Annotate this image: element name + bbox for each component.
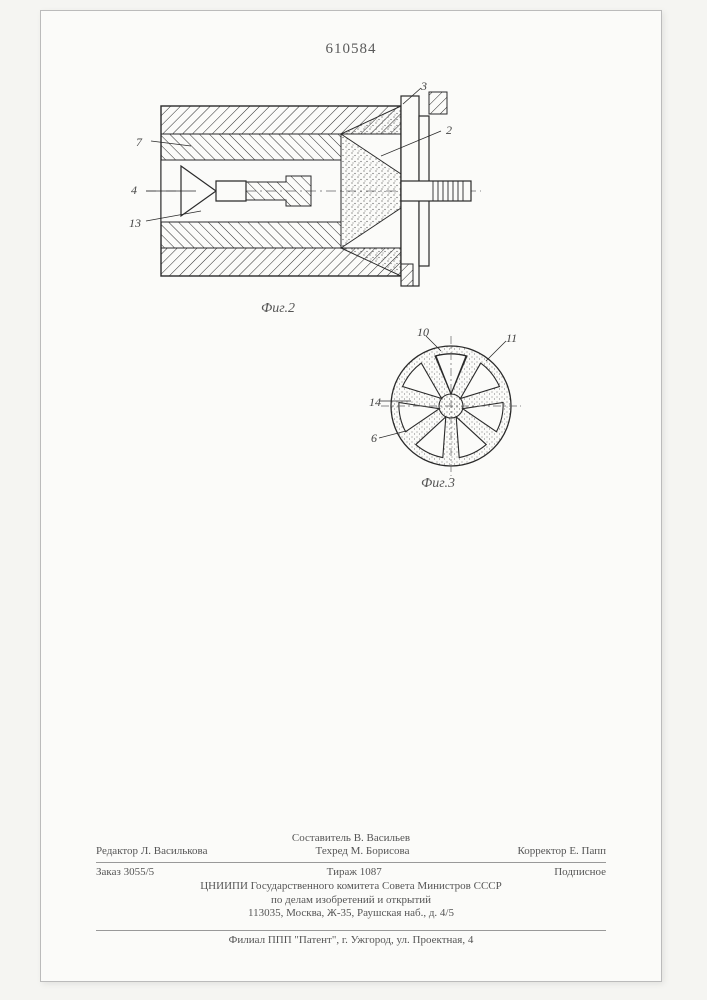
techred-label: Техред [316,845,348,857]
figure-3-caption: Фиг.3 [421,476,455,492]
org-line-2: по делам изобретений и открытий [96,894,606,908]
order-value: 3055/5 [124,866,155,878]
fig2-label-13: 13 [129,216,141,231]
org-address: 113035, Москва, Ж-35, Раушская наб., д. … [96,907,606,921]
branch-line: Филиал ППП "Патент", г. Ужгород, ул. Про… [96,930,606,946]
order-label: Заказ [96,866,121,878]
figure-2 [141,86,501,296]
tirazh-value: 1087 [360,866,382,878]
compiler-name: В. Васильев [354,832,410,844]
editor-name: Л. Василькова [141,845,208,857]
compiler-label: Составитель [292,832,351,844]
fig3-label-6: 6 [371,431,377,446]
figure-3 [376,331,526,481]
figure-2-caption: Фиг.2 [261,301,295,317]
corrector-label: Корректор [518,845,567,857]
subscription-mark: Подписное [554,866,606,880]
document-number: 610584 [41,41,661,58]
fig2-label-3: 3 [421,79,427,94]
fig2-label-4: 4 [131,183,137,198]
fig3-label-10: 10 [417,325,429,340]
org-line-1: ЦНИИПИ Государственного комитета Совета … [96,880,606,894]
techred-name: М. Борисова [351,845,410,857]
corrector-name: Е. Папп [569,845,606,857]
tirazh-label: Тираж [327,866,357,878]
page-frame: 610584 [40,10,662,982]
fig3-label-14: 14 [369,395,381,410]
fig2-label-2: 2 [446,123,452,138]
fig2-label-7: 7 [136,135,142,150]
imprint-block: Составитель В. Васильев Редактор Л. Васи… [96,832,606,922]
editor-label: Редактор [96,845,138,857]
fig3-label-11: 11 [506,331,517,346]
